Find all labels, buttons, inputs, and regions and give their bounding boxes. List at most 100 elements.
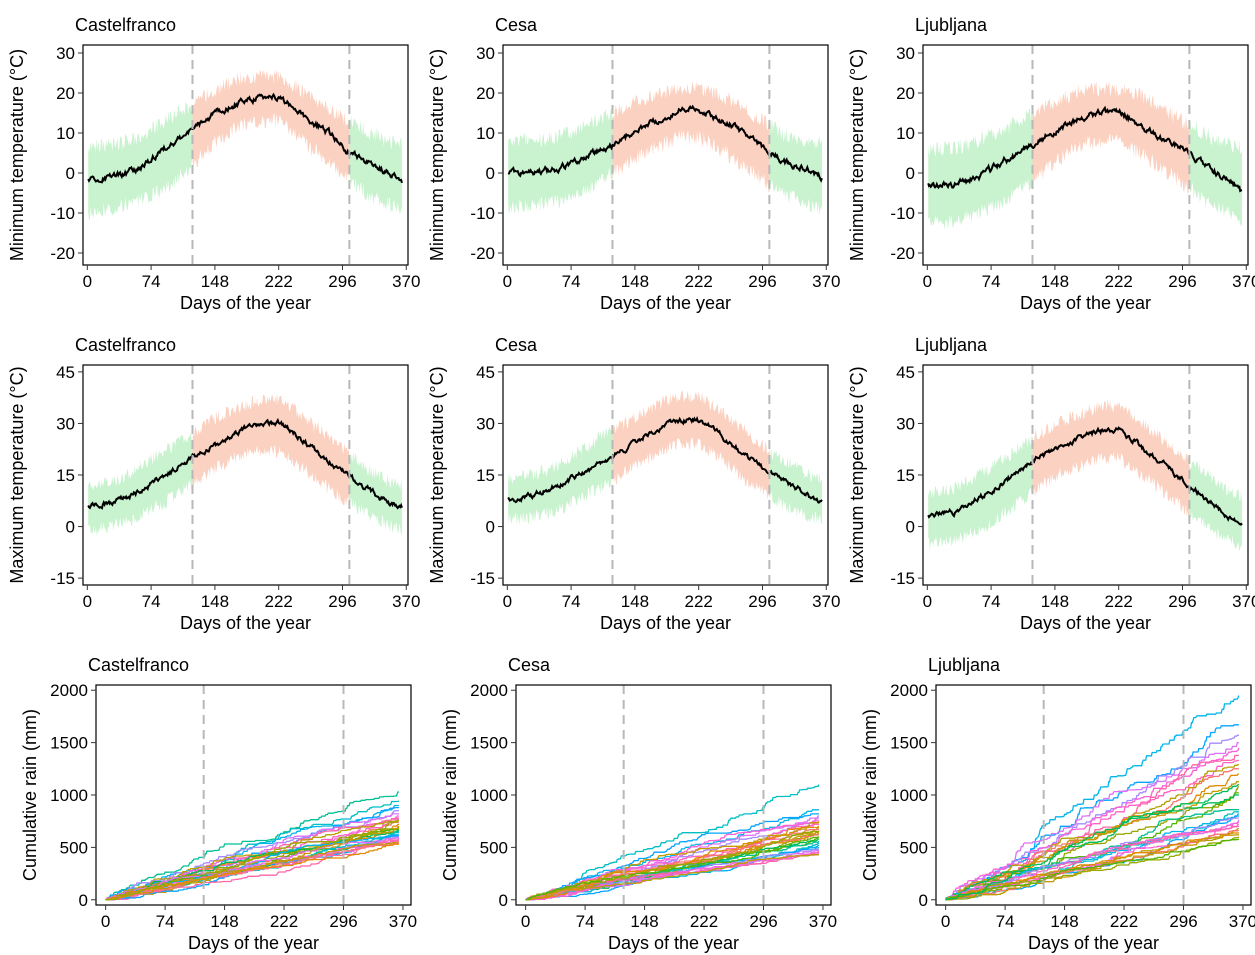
x-tick-label: 296 xyxy=(328,592,356,611)
y-tick-label: 0 xyxy=(79,891,88,910)
y-tick-label: 45 xyxy=(56,363,75,382)
plot-frame xyxy=(922,44,1249,266)
y-tick-label: 500 xyxy=(480,838,508,857)
x-tick-label: 148 xyxy=(621,272,649,291)
panel-1: 0 74 148 222 296 370 -20 -10 0 10 20 30Castelfranco… xyxy=(7,15,420,313)
x-tick-label: 222 xyxy=(690,912,718,931)
x-axis-label: Days of the year xyxy=(1020,293,1151,313)
rain-year-line xyxy=(945,834,1239,901)
x-axis-label: Days of the year xyxy=(180,293,311,313)
rain-year-line xyxy=(945,794,1239,901)
plot-area xyxy=(507,390,823,525)
x-tick-label: 148 xyxy=(201,272,229,291)
x-tick-label: 222 xyxy=(1105,592,1133,611)
x-tick-label: 370 xyxy=(392,272,420,291)
x-tick-label: 74 xyxy=(562,592,581,611)
plot-area xyxy=(525,784,820,901)
x-tick-label: 370 xyxy=(1232,592,1255,611)
y-tick-label: 30 xyxy=(476,414,495,433)
panel-title: Ljubljana xyxy=(915,15,988,35)
x-tick-label: 74 xyxy=(982,592,1001,611)
x-tick-label: 370 xyxy=(812,272,840,291)
y-axis-label: Minimum temperature (°C) xyxy=(427,49,447,261)
x-tick-label: 296 xyxy=(1169,912,1197,931)
range-band-pre xyxy=(508,427,613,525)
rain-year-line xyxy=(945,838,1240,901)
rain-year-line xyxy=(105,825,399,901)
x-tick-label: 0 xyxy=(923,272,932,291)
rain-year-line xyxy=(945,817,1239,901)
rain-year-line xyxy=(105,819,400,901)
y-tick-label: 30 xyxy=(56,44,75,63)
y-tick-label: 45 xyxy=(476,363,495,382)
plot-area xyxy=(87,394,403,536)
y-axis-label: Minimum temperature (°C) xyxy=(847,49,867,261)
x-axis-label: Days of the year xyxy=(1028,933,1159,953)
x-tick-label: 148 xyxy=(621,592,649,611)
x-axis-label: Days of the year xyxy=(188,933,319,953)
range-band-pre xyxy=(928,435,1033,550)
y-axis-label: Cumulative rain (mm) xyxy=(860,709,880,881)
rain-year-line xyxy=(105,791,399,901)
y-tick-label: 15 xyxy=(56,466,75,485)
y-tick-label: -15 xyxy=(470,569,495,588)
y-tick-label: 0 xyxy=(906,518,915,537)
y-tick-label: -15 xyxy=(50,569,75,588)
y-tick-label: 10 xyxy=(896,124,915,143)
x-tick-label: 370 xyxy=(1229,912,1255,931)
x-tick-label: 370 xyxy=(812,592,840,611)
y-tick-label: -15 xyxy=(890,569,915,588)
rain-year-line xyxy=(105,839,399,901)
x-tick-label: 222 xyxy=(685,592,713,611)
x-tick-label: 370 xyxy=(389,912,417,931)
y-axis-label: Cumulative rain (mm) xyxy=(20,709,40,881)
x-tick-label: 370 xyxy=(392,592,420,611)
y-tick-label: 0 xyxy=(919,891,928,910)
rain-year-line xyxy=(525,836,820,901)
rain-year-line xyxy=(945,747,1240,901)
y-tick-label: 30 xyxy=(896,44,915,63)
panel-title: Castelfranco xyxy=(75,15,176,35)
x-tick-label: 222 xyxy=(265,272,293,291)
x-tick-label: 148 xyxy=(210,912,238,931)
y-tick-label: 20 xyxy=(476,84,495,103)
rain-year-line xyxy=(105,806,399,901)
x-tick-label: 296 xyxy=(748,592,776,611)
panel-title: Cesa xyxy=(495,15,538,35)
y-tick-label: 500 xyxy=(900,838,928,857)
x-axis-label: Days of the year xyxy=(608,933,739,953)
y-tick-label: 1500 xyxy=(470,734,508,753)
x-tick-label: 370 xyxy=(809,912,837,931)
rain-year-line xyxy=(525,813,819,901)
x-tick-label: 296 xyxy=(748,272,776,291)
panel-title: Ljubljana xyxy=(915,335,988,355)
y-tick-label: 1500 xyxy=(50,734,88,753)
rain-year-line xyxy=(105,810,399,901)
rain-year-line xyxy=(945,825,1239,901)
x-tick-label: 74 xyxy=(156,912,175,931)
x-tick-label: 74 xyxy=(996,912,1015,931)
x-tick-label: 148 xyxy=(1041,592,1069,611)
y-tick-label: 45 xyxy=(896,363,915,382)
rain-year-line xyxy=(525,831,819,901)
y-tick-label: 2000 xyxy=(890,681,928,700)
x-tick-label: 296 xyxy=(1168,272,1196,291)
range-band-season xyxy=(612,390,770,500)
y-tick-label: 500 xyxy=(60,838,88,857)
y-tick-label: -20 xyxy=(50,244,75,263)
y-tick-label: 1000 xyxy=(890,786,928,805)
y-axis-label: Minimum temperature (°C) xyxy=(7,49,27,261)
y-tick-label: 0 xyxy=(66,164,75,183)
panel-title: Castelfranco xyxy=(75,335,176,355)
x-tick-label: 296 xyxy=(1168,592,1196,611)
range-band-season xyxy=(192,69,350,182)
plot-frame xyxy=(82,44,409,266)
x-tick-label: 370 xyxy=(1232,272,1255,291)
y-tick-label: 0 xyxy=(486,518,495,537)
y-tick-label: 15 xyxy=(476,466,495,485)
